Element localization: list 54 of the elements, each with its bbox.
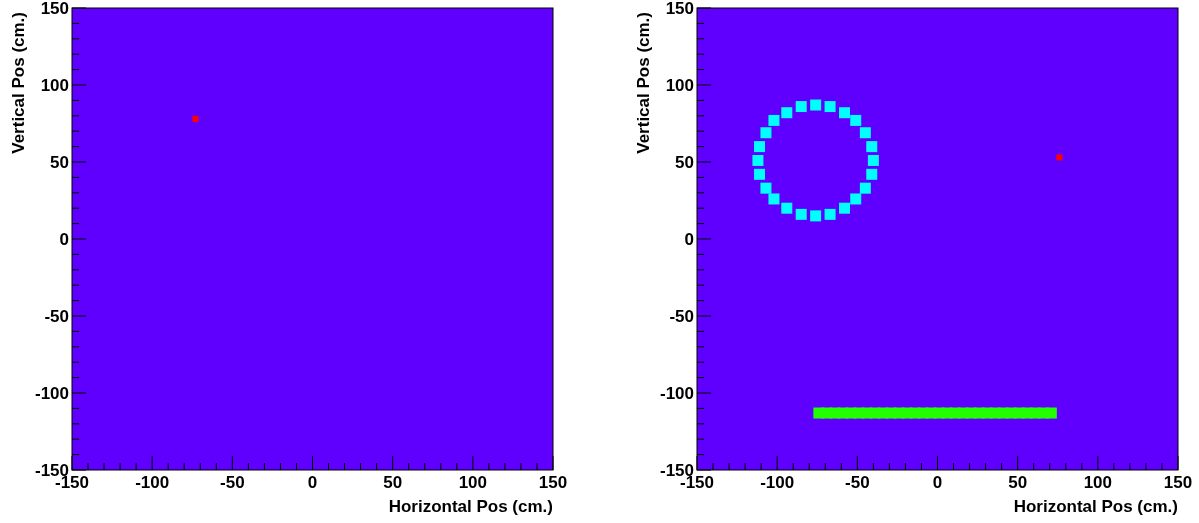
x-tick-label: 150 <box>538 473 568 492</box>
point <box>1056 154 1063 161</box>
point <box>824 101 836 113</box>
point <box>1045 407 1057 419</box>
point <box>850 114 862 126</box>
y-tick-label: 100 <box>665 75 694 95</box>
y-tick-label: 100 <box>40 75 69 95</box>
point <box>839 202 851 214</box>
y-tick-label: -50 <box>44 306 69 326</box>
point <box>795 101 807 113</box>
x-tick-label: -100 <box>760 473 795 492</box>
y-tick-label: -100 <box>34 383 69 403</box>
point <box>810 210 822 222</box>
point <box>859 127 871 139</box>
x-tick-label: 50 <box>1008 473 1028 492</box>
y-tick-label: -50 <box>669 306 694 326</box>
y-tick-label: 0 <box>59 229 69 249</box>
point <box>850 193 862 205</box>
y-tick-label: 0 <box>684 229 694 249</box>
x-axis-title: Horizontal Pos (cm.) <box>1013 497 1178 516</box>
point <box>768 114 780 126</box>
x-tick-label: 100 <box>458 473 488 492</box>
point <box>760 127 772 139</box>
point <box>859 182 871 194</box>
point <box>824 208 836 220</box>
x-tick-label: -50 <box>220 473 245 492</box>
x-tick-label: -50 <box>845 473 870 492</box>
point <box>754 168 766 180</box>
point <box>839 107 851 119</box>
x-tick-label: 50 <box>383 473 403 492</box>
x-axis-title: Horizontal Pos (cm.) <box>388 497 553 516</box>
y-tick-label: 50 <box>50 152 69 172</box>
point <box>795 208 807 220</box>
point <box>760 182 772 194</box>
x-tick-label: -100 <box>135 473 170 492</box>
point <box>754 141 766 153</box>
x-tick-label: 100 <box>1083 473 1113 492</box>
point <box>781 107 793 119</box>
y-axis-title: Vertical Pos (cm.) <box>9 12 28 154</box>
point <box>768 193 780 205</box>
y-tick-label: 150 <box>40 0 69 18</box>
point <box>866 141 878 153</box>
y-tick-label: -100 <box>659 383 694 403</box>
x-tick-label: 150 <box>1163 473 1193 492</box>
y-tick-label: 50 <box>675 152 694 172</box>
point <box>781 202 793 214</box>
x-tick-label: 0 <box>932 473 943 492</box>
y-axis-title: Vertical Pos (cm.) <box>634 12 653 154</box>
x-tick-label: 0 <box>307 473 318 492</box>
y-tick-label: 150 <box>665 0 694 18</box>
point <box>752 154 764 166</box>
point <box>810 99 822 111</box>
point <box>866 168 878 180</box>
point <box>867 154 879 166</box>
